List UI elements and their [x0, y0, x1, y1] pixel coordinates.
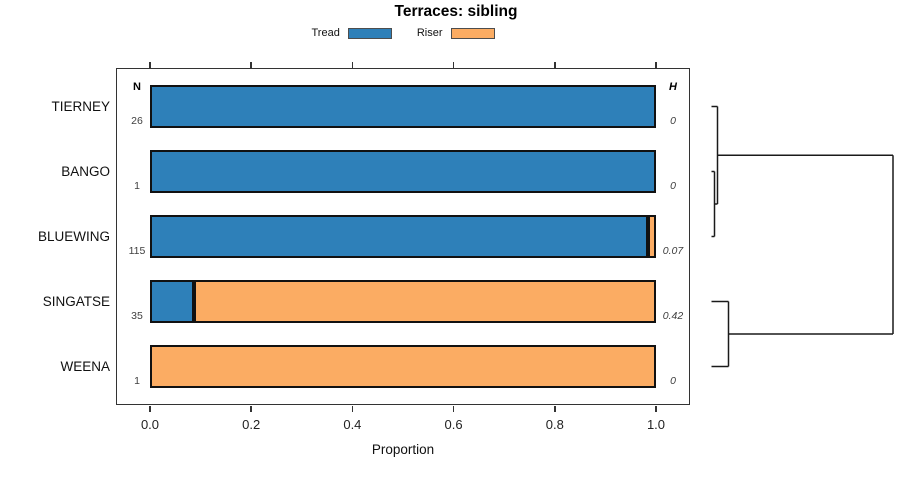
- h-column-header: H: [669, 81, 677, 93]
- n-value: 1: [134, 179, 140, 192]
- tread-swatch-icon: [347, 27, 392, 39]
- riser-swatch-icon: [450, 27, 495, 39]
- bar-segment-riser: [194, 280, 656, 323]
- axis-tick-label: 0.0: [140, 417, 160, 432]
- axis-tick-top: [250, 61, 252, 68]
- axis-tick-bottom: [554, 405, 556, 412]
- h-value: 0.42: [662, 309, 684, 322]
- axis-tick-label: 0.8: [545, 417, 564, 432]
- axis-tick-top: [452, 61, 455, 68]
- h-value: 0: [670, 374, 676, 387]
- h-value: 0: [670, 114, 676, 127]
- bar-segment-tread: [150, 150, 656, 193]
- bar-segment-tread: [150, 215, 649, 258]
- bar-segment-tread: [150, 85, 656, 128]
- axis-tick-bottom: [452, 405, 455, 412]
- axis-tick-top: [351, 61, 354, 68]
- category-label: TIERNEY: [51, 98, 110, 114]
- legend-label-tread: Tread: [311, 27, 340, 39]
- n-value: 1: [134, 374, 140, 387]
- axis-tick-label: 0.2: [242, 417, 261, 432]
- category-label: WEENA: [60, 358, 110, 374]
- n-column-header: N: [133, 81, 141, 93]
- bar-segment-riser: [648, 215, 656, 258]
- category-label: BANGO: [61, 163, 110, 179]
- axis-tick-top: [655, 61, 657, 68]
- chart-title: Terraces: sibling: [394, 3, 518, 20]
- n-value: 115: [128, 244, 146, 257]
- bar-segment-tread: [150, 280, 195, 323]
- axis-tick-label: 1.0: [646, 417, 666, 432]
- axis-tick-label: 0.4: [343, 417, 362, 432]
- h-value: 0.07: [662, 244, 684, 257]
- axis-tick-top: [554, 61, 556, 68]
- axis-tick-bottom: [149, 405, 151, 412]
- x-axis-title: Proportion: [371, 442, 435, 457]
- axis-tick-bottom: [351, 405, 354, 412]
- bar-segment-riser: [150, 345, 656, 388]
- legend-item-tread: Tread: [312, 27, 392, 39]
- n-value: 35: [131, 309, 143, 322]
- h-value: 0: [670, 179, 676, 192]
- legend-label-riser: Riser: [416, 27, 443, 39]
- axis-tick-bottom: [250, 405, 252, 412]
- n-value: 26: [131, 114, 143, 127]
- legend: Tread Riser: [116, 26, 690, 40]
- plot-frame: [116, 67, 690, 405]
- axis-tick-label: 0.6: [444, 417, 463, 432]
- axis-tick-bottom: [655, 405, 657, 412]
- category-label: BLUEWING: [37, 228, 110, 244]
- category-label: SINGATSE: [42, 293, 110, 309]
- legend-item-riser: Riser: [417, 27, 495, 39]
- axis-tick-top: [149, 61, 151, 68]
